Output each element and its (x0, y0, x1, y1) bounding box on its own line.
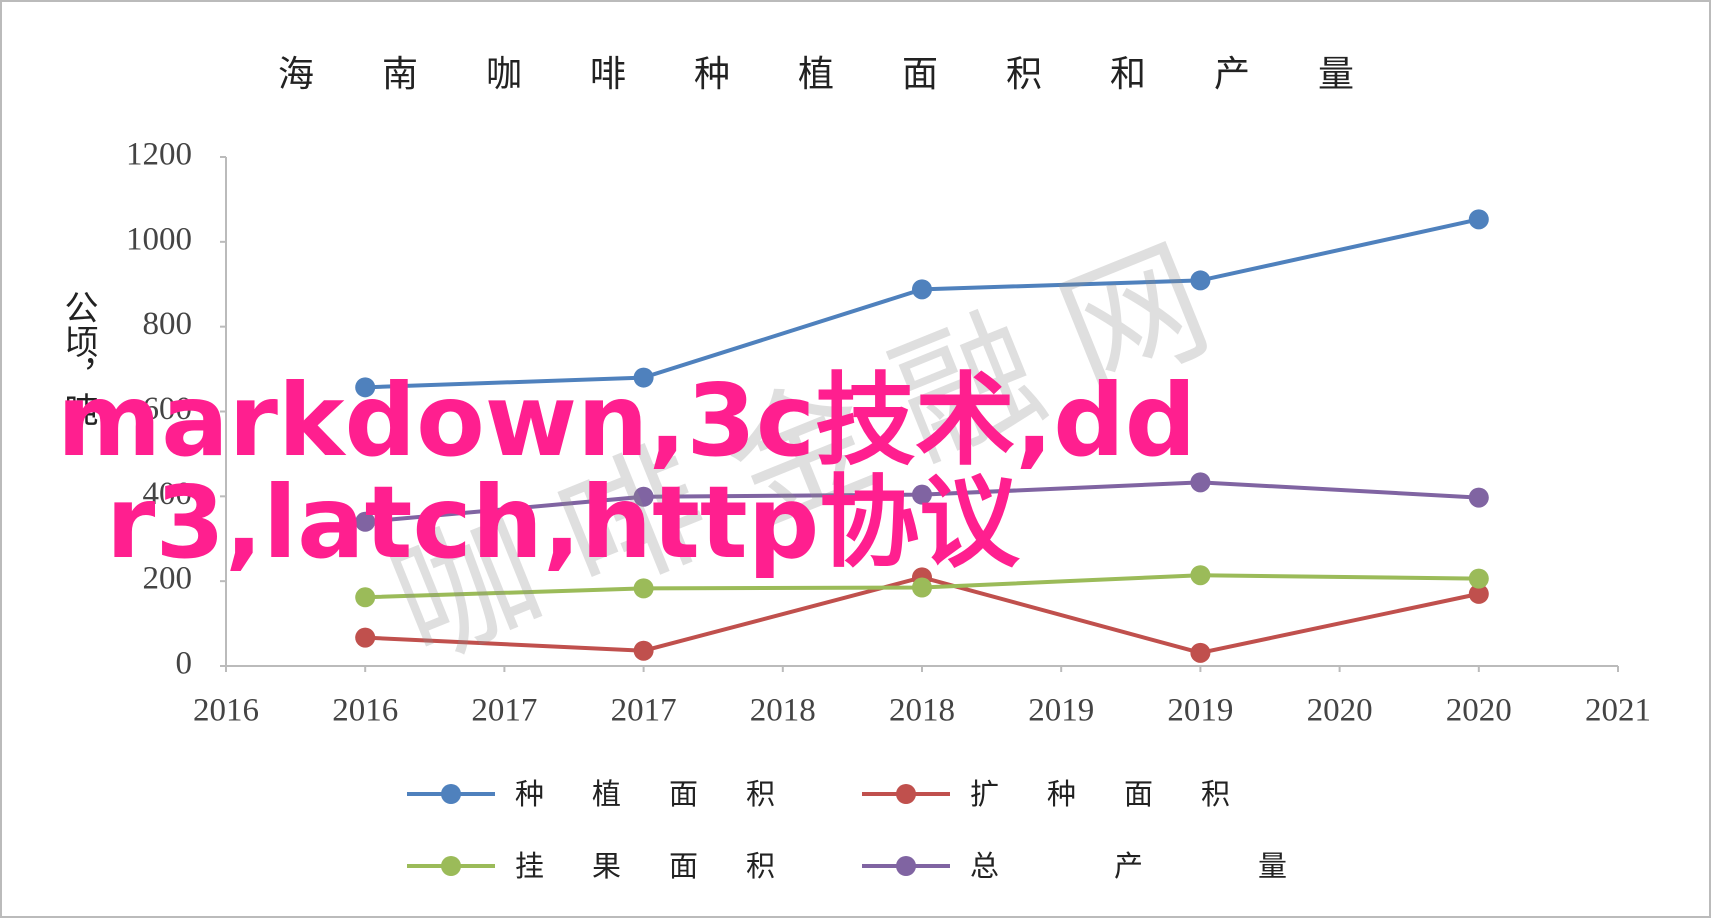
legend-label: 总产量 (970, 849, 1402, 883)
x-tick-label: 2018 (750, 693, 816, 729)
data-point (355, 627, 376, 648)
data-point (633, 367, 654, 388)
data-point (633, 578, 654, 599)
x-tick-label: 2020 (1446, 693, 1512, 729)
legend-marker (441, 784, 461, 804)
data-point (355, 377, 376, 398)
data-point (355, 511, 376, 532)
data-point (1468, 583, 1489, 604)
legend-marker (896, 784, 916, 804)
x-tick-label: 2019 (1028, 693, 1094, 729)
data-point (912, 484, 932, 505)
data-point (1468, 487, 1489, 508)
overlay-text: r3,latch,http协议 (106, 464, 1020, 581)
y-tick-label: 1000 (126, 221, 192, 257)
data-point (1190, 270, 1211, 291)
data-point (1190, 642, 1211, 663)
overlay-text: markdown,3c技术,dd (57, 362, 1196, 479)
legend-marker (896, 856, 916, 876)
y-tick-label: 600 (143, 391, 193, 427)
y-axis-label: 公顷，吨 (58, 290, 98, 426)
x-tick-label: 2019 (1167, 693, 1233, 729)
x-tick-label: 2016 (332, 693, 398, 729)
y-tick-label: 800 (143, 306, 193, 342)
data-point (912, 279, 932, 300)
data-point (1468, 209, 1489, 230)
y-tick-label: 200 (143, 561, 193, 597)
chart-title: 海南咖啡种植面积和产量 (278, 54, 1422, 95)
y-tick-label: 1200 (126, 137, 192, 173)
x-tick-label: 2021 (1585, 693, 1651, 729)
data-point (912, 577, 932, 598)
legend-label: 挂果面积 (515, 849, 823, 883)
y-tick-label: 0 (176, 646, 193, 682)
data-point (633, 640, 654, 661)
data-point (355, 587, 376, 608)
x-tick-label: 2020 (1307, 693, 1373, 729)
data-point (1190, 472, 1211, 493)
x-tick-label: 2017 (471, 693, 537, 729)
data-point (633, 486, 654, 507)
data-point (1190, 565, 1211, 586)
x-tick-label: 2016 (193, 693, 259, 729)
legend-label: 扩种面积 (970, 777, 1278, 811)
x-tick-label: 2018 (889, 693, 955, 729)
data-point (1468, 568, 1489, 589)
legend-marker (441, 856, 461, 876)
x-tick-label: 2017 (611, 693, 677, 729)
y-tick-label: 400 (143, 476, 193, 512)
legend-label: 种植面积 (515, 777, 823, 811)
